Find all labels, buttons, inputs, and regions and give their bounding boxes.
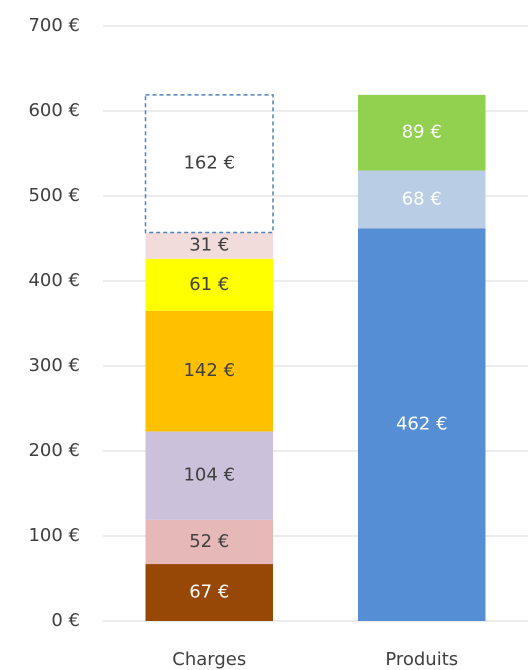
bar-segment: [145, 258, 273, 311]
data-label: 104 €: [183, 465, 235, 486]
y-tick-label: 200 €: [28, 440, 80, 461]
data-label: 462 €: [396, 414, 448, 435]
x-tick-label: Produits: [385, 649, 458, 670]
data-label: 52 €: [189, 531, 229, 552]
bar-segment: [358, 94, 486, 171]
bar-segment: [145, 519, 273, 565]
y-tick-label: 600 €: [28, 100, 80, 121]
bar-segment: [358, 170, 486, 229]
data-label: 31 €: [189, 235, 229, 256]
bar-segment: [145, 564, 273, 621]
y-tick-label: 500 €: [28, 185, 80, 206]
y-tick-label: 100 €: [28, 525, 80, 546]
y-tick-label: 700 €: [28, 15, 80, 36]
x-tick-label: Charges: [172, 649, 246, 670]
y-tick-label: 300 €: [28, 355, 80, 376]
bar-segment: [145, 310, 273, 432]
data-label: 68 €: [402, 188, 442, 209]
data-label: 142 €: [183, 360, 235, 381]
y-tick-label: 0 €: [51, 610, 80, 631]
data-label: 162 €: [183, 153, 235, 174]
bar-segment: [145, 232, 273, 259]
data-label: 67 €: [189, 582, 229, 603]
bar-segment: [358, 228, 486, 622]
y-tick-label: 400 €: [28, 270, 80, 291]
data-label: 89 €: [402, 122, 442, 143]
bar-segment: [144, 94, 274, 234]
bar-segment: [145, 431, 273, 520]
data-label: 61 €: [189, 274, 229, 295]
